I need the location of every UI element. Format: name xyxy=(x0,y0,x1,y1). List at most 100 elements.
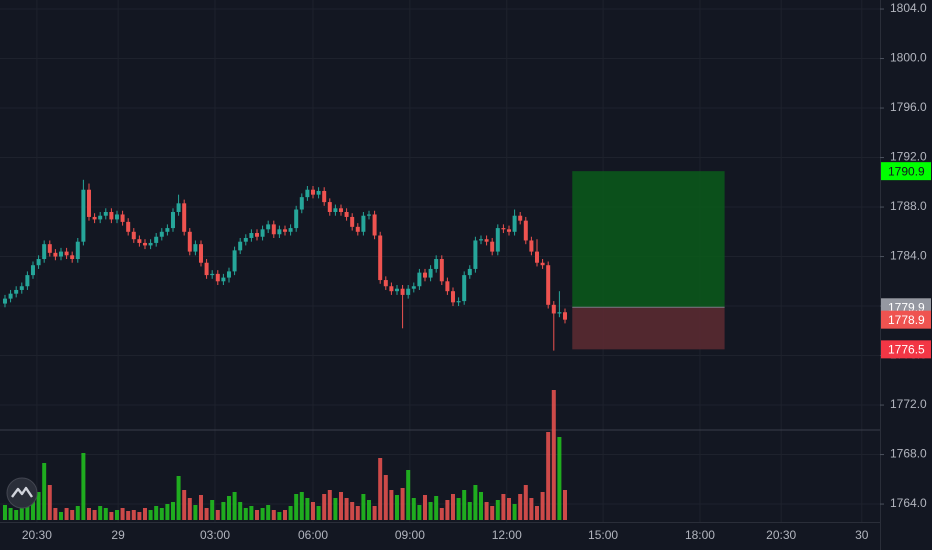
volume-bar xyxy=(294,494,299,520)
candle-body xyxy=(529,240,534,252)
volume-bar xyxy=(36,492,41,520)
candle-body xyxy=(182,203,187,232)
volume-bars xyxy=(2,390,567,520)
candle-body xyxy=(193,244,198,252)
candle-body xyxy=(19,286,24,290)
volume-bar xyxy=(428,502,433,520)
candle-body xyxy=(221,277,226,282)
volume-bar xyxy=(165,504,170,520)
volume-bar xyxy=(64,508,69,520)
price-tag-label: 1778.9 xyxy=(888,313,925,327)
candle-body xyxy=(109,211,114,220)
volume-bar xyxy=(126,511,131,520)
volume-bar xyxy=(540,492,545,520)
volume-bar xyxy=(114,510,119,520)
candle-body xyxy=(562,312,567,320)
candle-body xyxy=(187,231,192,252)
volume-bar xyxy=(378,458,383,520)
x-tick-label: 03:00 xyxy=(200,528,230,542)
volume-bar xyxy=(478,492,483,520)
candle-body xyxy=(210,273,215,276)
candle-body xyxy=(238,241,243,251)
price-tag xyxy=(881,340,931,359)
volume-bar xyxy=(176,476,181,520)
candle-body xyxy=(338,208,343,212)
stop-zone xyxy=(572,307,725,350)
volume-bar xyxy=(254,510,259,520)
volume-bar xyxy=(170,502,175,520)
candle-body xyxy=(445,281,450,292)
volume-bar xyxy=(282,510,287,520)
volume-bar xyxy=(92,510,97,520)
y-tick-label: 1768.0 xyxy=(890,447,927,461)
volume-bar xyxy=(221,502,226,520)
candle-body xyxy=(232,250,237,272)
volume-bar xyxy=(226,496,231,520)
candle-body xyxy=(383,280,388,287)
volume-bar xyxy=(271,510,276,520)
candle-body xyxy=(142,242,147,246)
candle-body xyxy=(260,229,265,237)
candle-body xyxy=(484,239,489,242)
volume-bar xyxy=(523,485,528,520)
volume-bar xyxy=(512,504,517,520)
volume-bar xyxy=(103,508,108,520)
candle-body xyxy=(131,231,136,240)
y-tick-label: 1804.0 xyxy=(890,1,927,15)
candle-body xyxy=(467,268,472,276)
candle-body xyxy=(249,233,254,238)
volume-bar xyxy=(383,475,388,520)
volume-bar xyxy=(546,432,551,520)
volume-bar xyxy=(394,495,399,520)
candle-body xyxy=(557,312,562,314)
candle-body xyxy=(198,244,203,263)
volume-bar xyxy=(30,498,35,520)
candle-body xyxy=(170,211,175,229)
candle-body xyxy=(176,203,181,212)
candle-body xyxy=(344,211,349,217)
volume-bar xyxy=(8,508,13,520)
volume-bar xyxy=(53,508,58,520)
volume-bar xyxy=(204,508,209,520)
candle-body xyxy=(361,215,366,232)
price-tag xyxy=(881,310,931,329)
volume-bar xyxy=(14,510,19,520)
x-tick-label: 18:00 xyxy=(685,528,715,542)
volume-bar xyxy=(154,506,159,520)
volume-bar xyxy=(506,498,511,520)
volume-bar xyxy=(98,506,103,520)
candle-body xyxy=(266,224,271,230)
volume-bar xyxy=(210,500,215,520)
candle-body xyxy=(478,239,483,241)
volume-bar xyxy=(260,508,265,520)
candle-body xyxy=(316,190,321,195)
volume-bar xyxy=(439,508,444,520)
volume-bar xyxy=(277,512,282,520)
volume-bar xyxy=(450,494,455,520)
candle-body xyxy=(120,214,125,222)
volume-bar xyxy=(120,508,125,520)
volume-bar xyxy=(70,510,75,520)
candle-body xyxy=(47,244,52,253)
volume-bar xyxy=(411,498,416,520)
volume-bar xyxy=(445,500,450,520)
volume-bar xyxy=(495,500,500,520)
candle-body xyxy=(434,259,439,269)
candle-body xyxy=(86,189,91,217)
x-tick-label: 29 xyxy=(111,528,125,542)
logo[interactable] xyxy=(6,477,38,509)
y-tick-label: 1772.0 xyxy=(890,397,927,411)
volume-bar xyxy=(350,502,355,520)
candle-body xyxy=(495,228,500,252)
volume-bar xyxy=(2,505,7,520)
candle-body xyxy=(540,262,545,266)
volume-bar xyxy=(81,453,86,520)
candle-body xyxy=(36,259,41,266)
candle-body xyxy=(322,190,327,203)
x-tick-label: 30 xyxy=(855,528,869,542)
price-tag-label: 1776.5 xyxy=(888,343,925,357)
volume-bar xyxy=(299,492,304,520)
candle-body xyxy=(366,214,371,216)
price-axis-bg xyxy=(880,0,932,550)
x-tick-label: 06:00 xyxy=(298,528,328,542)
